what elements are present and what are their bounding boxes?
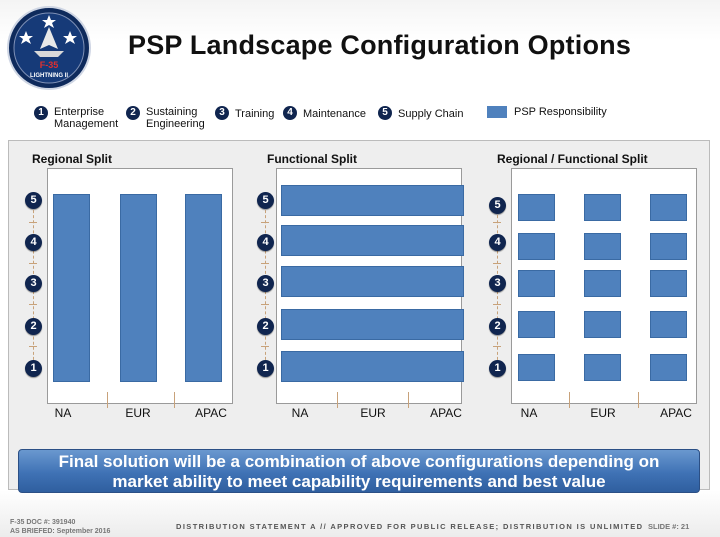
badge-tick: [29, 263, 37, 264]
legend-label: Training: [235, 108, 275, 120]
psp-cell: [584, 194, 621, 221]
region-label-apac: APAC: [195, 406, 227, 420]
conclusion-banner: Final solution will be a combination of …: [18, 449, 700, 493]
region-label-eur: EUR: [590, 406, 616, 420]
psp-cell: [518, 270, 555, 297]
function-badge-5: 5: [489, 197, 506, 214]
legend-label-line1: Enterprise: [54, 106, 105, 118]
function-badge-4: 4: [489, 234, 506, 251]
number-badge: 1: [34, 106, 48, 120]
function-badge-2: 2: [489, 318, 506, 335]
psp-bar-function-5: [281, 185, 464, 216]
badge-tick: [493, 263, 501, 264]
badge-tick: [261, 346, 269, 347]
region-label-apac: APAC: [430, 406, 462, 420]
region-separator: [569, 392, 570, 408]
function-badge-2: 2: [257, 318, 274, 335]
number-badge: 2: [126, 106, 140, 120]
legend-item-enterprise-management: 1 Enterprise Management: [34, 106, 118, 130]
psp-bar-function-1: [281, 351, 464, 382]
footer-doc-info: F-35 DOC #: 391940 AS BRIEFED: September…: [10, 518, 110, 536]
region-label-na: NA: [520, 406, 538, 420]
legend-label: Supply Chain: [398, 108, 464, 120]
legend-item-maintenance: 4 Maintenance: [283, 106, 366, 120]
function-badge-5: 5: [257, 192, 274, 209]
function-badge-5: 5: [25, 192, 42, 209]
panel-title-regional-functional: Regional / Functional Split: [497, 152, 648, 166]
psp-cell: [650, 311, 687, 338]
badge-tick: [261, 222, 269, 223]
psp-bar-eur: [120, 194, 157, 382]
function-badge-3: 3: [25, 275, 42, 292]
psp-cell: [650, 354, 687, 381]
psp-responsibility-swatch: [487, 106, 507, 118]
function-badge-1: 1: [489, 360, 506, 377]
region-separator: [408, 392, 409, 408]
number-badge: 5: [378, 106, 392, 120]
badge-tick: [29, 304, 37, 305]
region-label-na: NA: [291, 406, 309, 420]
region-label-apac: APAC: [660, 406, 692, 420]
panel-title-regional: Regional Split: [32, 152, 113, 166]
region-separator: [174, 392, 175, 408]
logo-text: F-35: [40, 60, 59, 70]
function-badge-1: 1: [257, 360, 274, 377]
badge-tick: [29, 222, 37, 223]
legend-item-supply-chain: 5 Supply Chain: [378, 106, 463, 120]
psp-cell: [584, 311, 621, 338]
number-badge: 3: [215, 106, 229, 120]
psp-cell: [518, 354, 555, 381]
region-separator: [638, 392, 639, 408]
badge-tick: [261, 263, 269, 264]
psp-cell: [584, 270, 621, 297]
psp-cell: [518, 194, 555, 221]
as-briefed: AS BRIEFED: September 2016: [10, 528, 111, 535]
function-badge-2: 2: [25, 318, 42, 335]
distribution-statement: DISTRIBUTION STATEMENT A // APPROVED FOR…: [176, 522, 644, 531]
banner-line-1: Final solution will be a combination of …: [58, 452, 660, 471]
psp-bar-function-4: [281, 225, 464, 256]
region-label-eur: EUR: [360, 406, 386, 420]
psp-cell: [650, 270, 687, 297]
panel-title-functional: Functional Split: [267, 152, 357, 166]
legend-label-line1: Sustaining: [146, 106, 198, 118]
legend-label-line2: Engineering: [146, 118, 205, 130]
badge-tick: [261, 304, 269, 305]
banner-line-2: market ability to meet capability requir…: [112, 472, 606, 491]
psp-cell: [584, 233, 621, 260]
function-badge-1: 1: [25, 360, 42, 377]
legend-item-sustaining-engineering: 2 Sustaining Engineering: [126, 106, 205, 130]
region-separator: [337, 392, 338, 408]
region-label-eur: EUR: [125, 406, 151, 420]
legend-item-training: 3 Training: [215, 106, 274, 120]
f35-logo: F-35 LIGHTNING II: [7, 6, 91, 90]
psp-bar-function-2: [281, 309, 464, 340]
function-badge-4: 4: [25, 234, 42, 251]
number-badge: 4: [283, 106, 297, 120]
badge-tick: [29, 346, 37, 347]
doc-number: F-35 DOC #: 391940: [10, 519, 76, 526]
psp-cell: [518, 311, 555, 338]
badge-tick: [493, 346, 501, 347]
region-separator: [107, 392, 108, 408]
badge-tick: [493, 222, 501, 223]
psp-bar-function-3: [281, 266, 464, 297]
slide-number: SLIDE #: 21: [648, 522, 690, 531]
legend-label-line2: Management: [54, 118, 119, 130]
psp-bar-apac: [185, 194, 222, 382]
function-badge-3: 3: [257, 275, 274, 292]
legend-label: Maintenance: [303, 108, 366, 120]
psp-cell: [584, 354, 621, 381]
logo-subtext: LIGHTNING II: [30, 73, 68, 79]
psp-responsibility-label: PSP Responsibility: [514, 106, 607, 118]
badge-tick: [493, 304, 501, 305]
psp-cell: [650, 233, 687, 260]
region-label-na: NA: [54, 406, 72, 420]
page-title: PSP Landscape Configuration Options: [128, 30, 632, 60]
psp-cell: [650, 194, 687, 221]
function-badge-3: 3: [489, 275, 506, 292]
function-badge-4: 4: [257, 234, 274, 251]
psp-bar-na: [53, 194, 90, 382]
psp-cell: [518, 233, 555, 260]
